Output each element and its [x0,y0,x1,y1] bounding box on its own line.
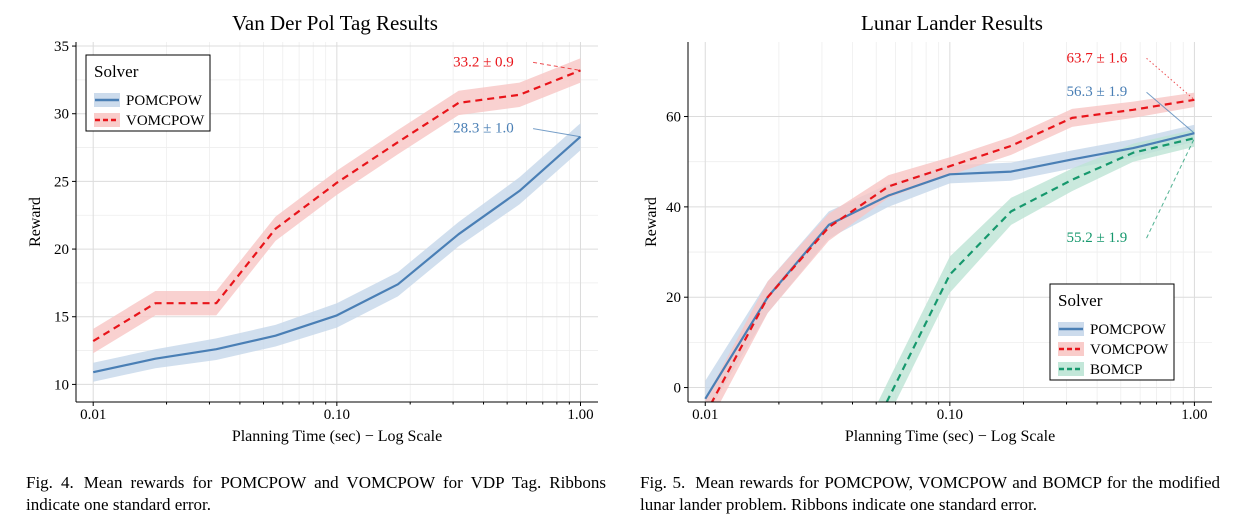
axes: 0.01 0.10 1.00 0 20 40 60 [666,42,1212,423]
legend-title: Solver [94,62,139,81]
y-tick-label: 30 [54,107,69,123]
y-axis-label: Reward [643,197,660,247]
chart-title: Van Der Pol Tag Results [232,11,438,35]
x-tick-label: 0.10 [937,407,963,423]
ribbon-vomcpow [93,58,581,354]
annotation-label: 55.2 ± 1.9 [1067,230,1128,246]
annotations: 63.7 ± 1.6 56.3 ± 1.9 55.2 ± 1.9 [1067,50,1195,246]
figure-5-caption-text: Mean rewards for POMCPOW, VOMCPOW and BO… [640,473,1220,514]
figure-4-label: Fig. 4. [26,473,74,492]
annotation-label: 28.3 ± 1.0 [453,121,514,137]
plot-area [92,58,582,382]
legend: Solver POMCPOW VOMCPOW BOMCP [1049,283,1175,381]
annotation-label: 33.2 ± 0.9 [453,54,514,70]
y-tick-label: 40 [666,200,681,216]
figure-4-caption-text: Mean rewards for POMCPOW and VOMCPOW for… [26,473,606,514]
axes: 0.01 0.10 1.00 10 15 20 25 30 35 [54,39,598,423]
annotation-leader-line [533,61,581,71]
annotations: 33.2 ± 0.9 28.3 ± 1.0 [453,54,581,138]
series-line-vomcpow [710,98,1195,402]
legend-label-vomcpow: VOMCPOW [1090,342,1169,358]
legend: Solver POMCPOW VOMCPOW [85,54,211,132]
annotation-leader-line [1146,57,1195,101]
series-line-bomcp [885,137,1195,402]
chart-title: Lunar Lander Results [861,11,1043,35]
ribbon-pomcpow [93,123,581,382]
y-axis-label: Reward [27,197,44,247]
series-line-pomcpow [92,135,582,374]
chart-1: 33.2 ± 0.9 28.3 ± 1.0 0.01 0.10 1.00 10 15 20 25… [27,11,598,445]
annotation-label: 63.7 ± 1.6 [1067,50,1128,66]
annotation-leader-line [1146,91,1195,134]
plot-area [704,92,1195,402]
ribbon-vomcpow [705,92,1195,402]
annotation-label: 56.3 ± 1.9 [1067,84,1128,100]
series-line-pomcpow [704,132,1195,400]
legend-title: Solver [1058,291,1103,310]
y-tick-label: 60 [666,110,681,126]
figure-4-caption: Fig. 4. Mean rewards for POMCPOW and VOMC… [26,472,606,516]
figure-5-caption: Fig. 5. Mean rewards for POMCPOW, VOMCPOW… [640,472,1220,516]
x-tick-label: 1.00 [567,407,593,423]
figure-5-label: Fig. 5. [640,473,686,492]
x-tick-label: 0.01 [80,407,106,423]
y-tick-label: 0 [674,381,682,397]
y-tick-label: 20 [54,242,69,258]
x-tick-label: 1.00 [1181,407,1207,423]
legend-label-pomcpow: POMCPOW [1090,322,1167,338]
y-tick-label: 15 [54,310,69,326]
x-tick-label: 0.01 [692,407,718,423]
y-tick-label: 35 [54,39,69,55]
x-tick-label: 0.10 [324,407,350,423]
series-line-vomcpow [92,69,581,343]
x-axis-label: Planning Time (sec) − Log Scale [232,428,442,445]
legend-label-vomcpow: VOMCPOW [126,113,205,129]
legend-label-bomcp: BOMCP [1090,362,1143,378]
chart-2: 63.7 ± 1.6 56.3 ± 1.9 55.2 ± 1.9 0.01 0.10 1.… [643,11,1212,445]
annotation-leader-line [533,128,581,138]
annotation-leader-line [1146,137,1195,239]
x-axis-label: Planning Time (sec) − Log Scale [845,428,1055,445]
y-tick-label: 25 [54,174,69,190]
y-tick-label: 10 [54,377,69,393]
legend-label-pomcpow: POMCPOW [126,93,203,109]
y-tick-label: 20 [666,290,681,306]
